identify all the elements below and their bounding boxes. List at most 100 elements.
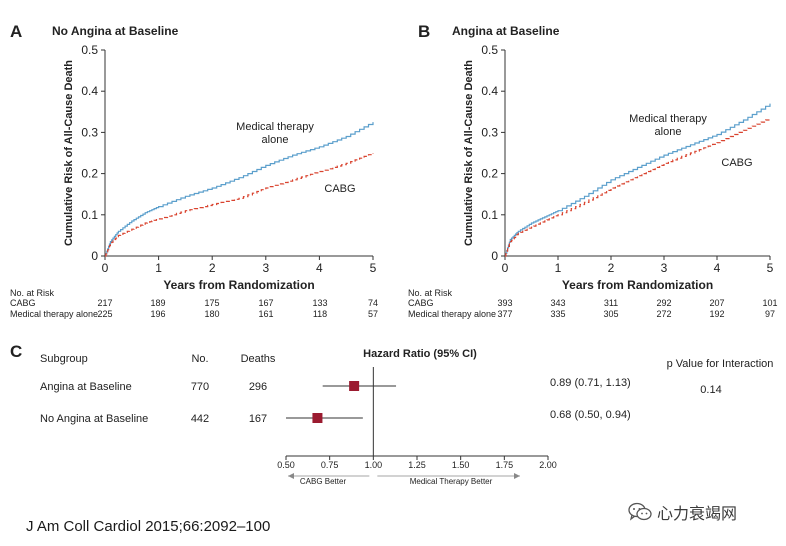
forest-row-no: 442 [191, 413, 209, 425]
risk-table-value: 272 [656, 309, 671, 319]
forest-x-tick-label: 2.00 [539, 460, 557, 470]
forest-x-tick-label: 0.50 [277, 460, 295, 470]
risk-table-header: No. at Risk [10, 288, 55, 298]
right-direction-label: Medical Therapy Better [410, 477, 493, 486]
x-tick-label: 5 [370, 261, 377, 275]
risk-table-value: 217 [97, 298, 112, 308]
risk-table-value: 292 [656, 298, 671, 308]
forest-x-tick-label: 0.75 [321, 460, 339, 470]
right-arrow-head [514, 473, 520, 479]
x-tick-label: 2 [608, 261, 615, 275]
hazard-ratio-marker [349, 381, 360, 391]
header-hazard-ratio: Hazard Ratio (95% CI) [363, 348, 477, 360]
series-label: alone [655, 126, 682, 138]
y-tick-label: 0.5 [81, 43, 98, 57]
series-label: Medical therapy [629, 113, 707, 125]
risk-table-value: 335 [550, 309, 565, 319]
forest-row-deaths: 296 [249, 381, 267, 393]
panel-letter: B [418, 22, 430, 41]
x-axis-title: Years from Randomization [562, 278, 713, 292]
cabg-series-line [505, 118, 771, 257]
forest-row-hr-text: 0.89 (0.71, 1.13) [550, 377, 631, 389]
risk-table-value: 196 [150, 309, 165, 319]
panel-title: Angina at Baseline [452, 24, 560, 38]
header-subgroup: Subgroup [40, 353, 88, 365]
left-direction-label: CABG Better [300, 477, 347, 486]
risk-table-row-label: Medical therapy alone [10, 309, 98, 319]
x-axis-title: Years from Randomization [163, 278, 314, 292]
forest-row-no: 770 [191, 381, 209, 393]
x-tick-label: 3 [262, 261, 269, 275]
series-label: CABG [721, 157, 752, 169]
watermark-text: 心力衰竭网 [657, 504, 738, 523]
forest-row-deaths: 167 [249, 413, 267, 425]
risk-table-value: 74 [368, 298, 378, 308]
forest-x-tick-label: 1.00 [365, 460, 383, 470]
risk-table-value: 343 [550, 298, 565, 308]
y-tick-label: 0.5 [481, 43, 498, 57]
x-tick-label: 1 [155, 261, 162, 275]
forest-x-tick-label: 1.75 [496, 460, 514, 470]
y-tick-label: 0.4 [81, 84, 98, 98]
x-tick-label: 0 [102, 261, 109, 275]
risk-table-value: 305 [603, 309, 618, 319]
risk-table-value: 118 [313, 309, 327, 319]
risk-table-value: 311 [604, 298, 618, 308]
x-tick-label: 0 [502, 261, 509, 275]
risk-table-value: 97 [765, 309, 775, 319]
y-axis-title: Cumulative Risk of All-Cause Death [63, 60, 75, 246]
medical-series-line [505, 103, 771, 257]
header-no: No. [191, 353, 208, 365]
y-tick-label: 0.4 [481, 84, 498, 98]
risk-table-value: 180 [204, 309, 219, 319]
panel-title: No Angina at Baseline [52, 24, 179, 38]
header-p-value: p Value for Interaction [667, 358, 774, 370]
x-tick-label: 5 [767, 261, 774, 275]
x-tick-label: 3 [661, 261, 668, 275]
left-arrow-head [288, 473, 294, 479]
panel-letter: C [10, 342, 22, 361]
risk-table-row-label: CABG [408, 298, 434, 308]
risk-table-value: 175 [204, 298, 219, 308]
y-tick-label: 0.2 [481, 167, 498, 181]
y-tick-label: 0.2 [81, 167, 98, 181]
risk-table-value: 161 [258, 309, 273, 319]
risk-table-value: 192 [709, 309, 724, 319]
forest-row-subgroup: Angina at Baseline [40, 381, 132, 393]
hazard-ratio-marker [312, 413, 323, 423]
risk-table-header: No. at Risk [408, 288, 453, 298]
series-label: Medical therapy [236, 121, 314, 133]
forest-x-tick-label: 1.50 [452, 460, 470, 470]
p-value: 0.14 [700, 384, 721, 396]
y-tick-label: 0.1 [481, 208, 498, 222]
medical-series-line [105, 122, 374, 257]
x-tick-label: 2 [209, 261, 216, 275]
series-label: alone [262, 134, 289, 146]
header-deaths: Deaths [241, 353, 276, 365]
risk-table-value: 377 [497, 309, 512, 319]
risk-table-row-label: Medical therapy alone [408, 309, 496, 319]
risk-table-value: 225 [97, 309, 112, 319]
x-tick-label: 1 [555, 261, 562, 275]
forest-row-hr-text: 0.68 (0.50, 0.94) [550, 409, 631, 421]
y-tick-label: 0.3 [81, 125, 98, 139]
watermark: 心力衰竭网 [628, 500, 737, 524]
forest-row-subgroup: No Angina at Baseline [40, 413, 148, 425]
cabg-series-line [105, 153, 374, 257]
risk-table-value: 133 [312, 298, 327, 308]
panel-letter: A [10, 22, 22, 41]
risk-table-value: 189 [150, 298, 165, 308]
risk-table-value: 57 [368, 309, 378, 319]
risk-table-value: 167 [258, 298, 273, 308]
risk-table-value: 207 [709, 298, 724, 308]
y-tick-label: 0.1 [81, 208, 98, 222]
risk-table-value: 393 [497, 298, 512, 308]
risk-table-value: 101 [762, 298, 777, 308]
series-label: CABG [324, 183, 355, 195]
y-tick-label: 0 [91, 249, 98, 263]
forest-x-tick-label: 1.25 [408, 460, 426, 470]
y-tick-label: 0.3 [481, 125, 498, 139]
x-tick-label: 4 [316, 261, 323, 275]
y-tick-label: 0 [491, 249, 498, 263]
